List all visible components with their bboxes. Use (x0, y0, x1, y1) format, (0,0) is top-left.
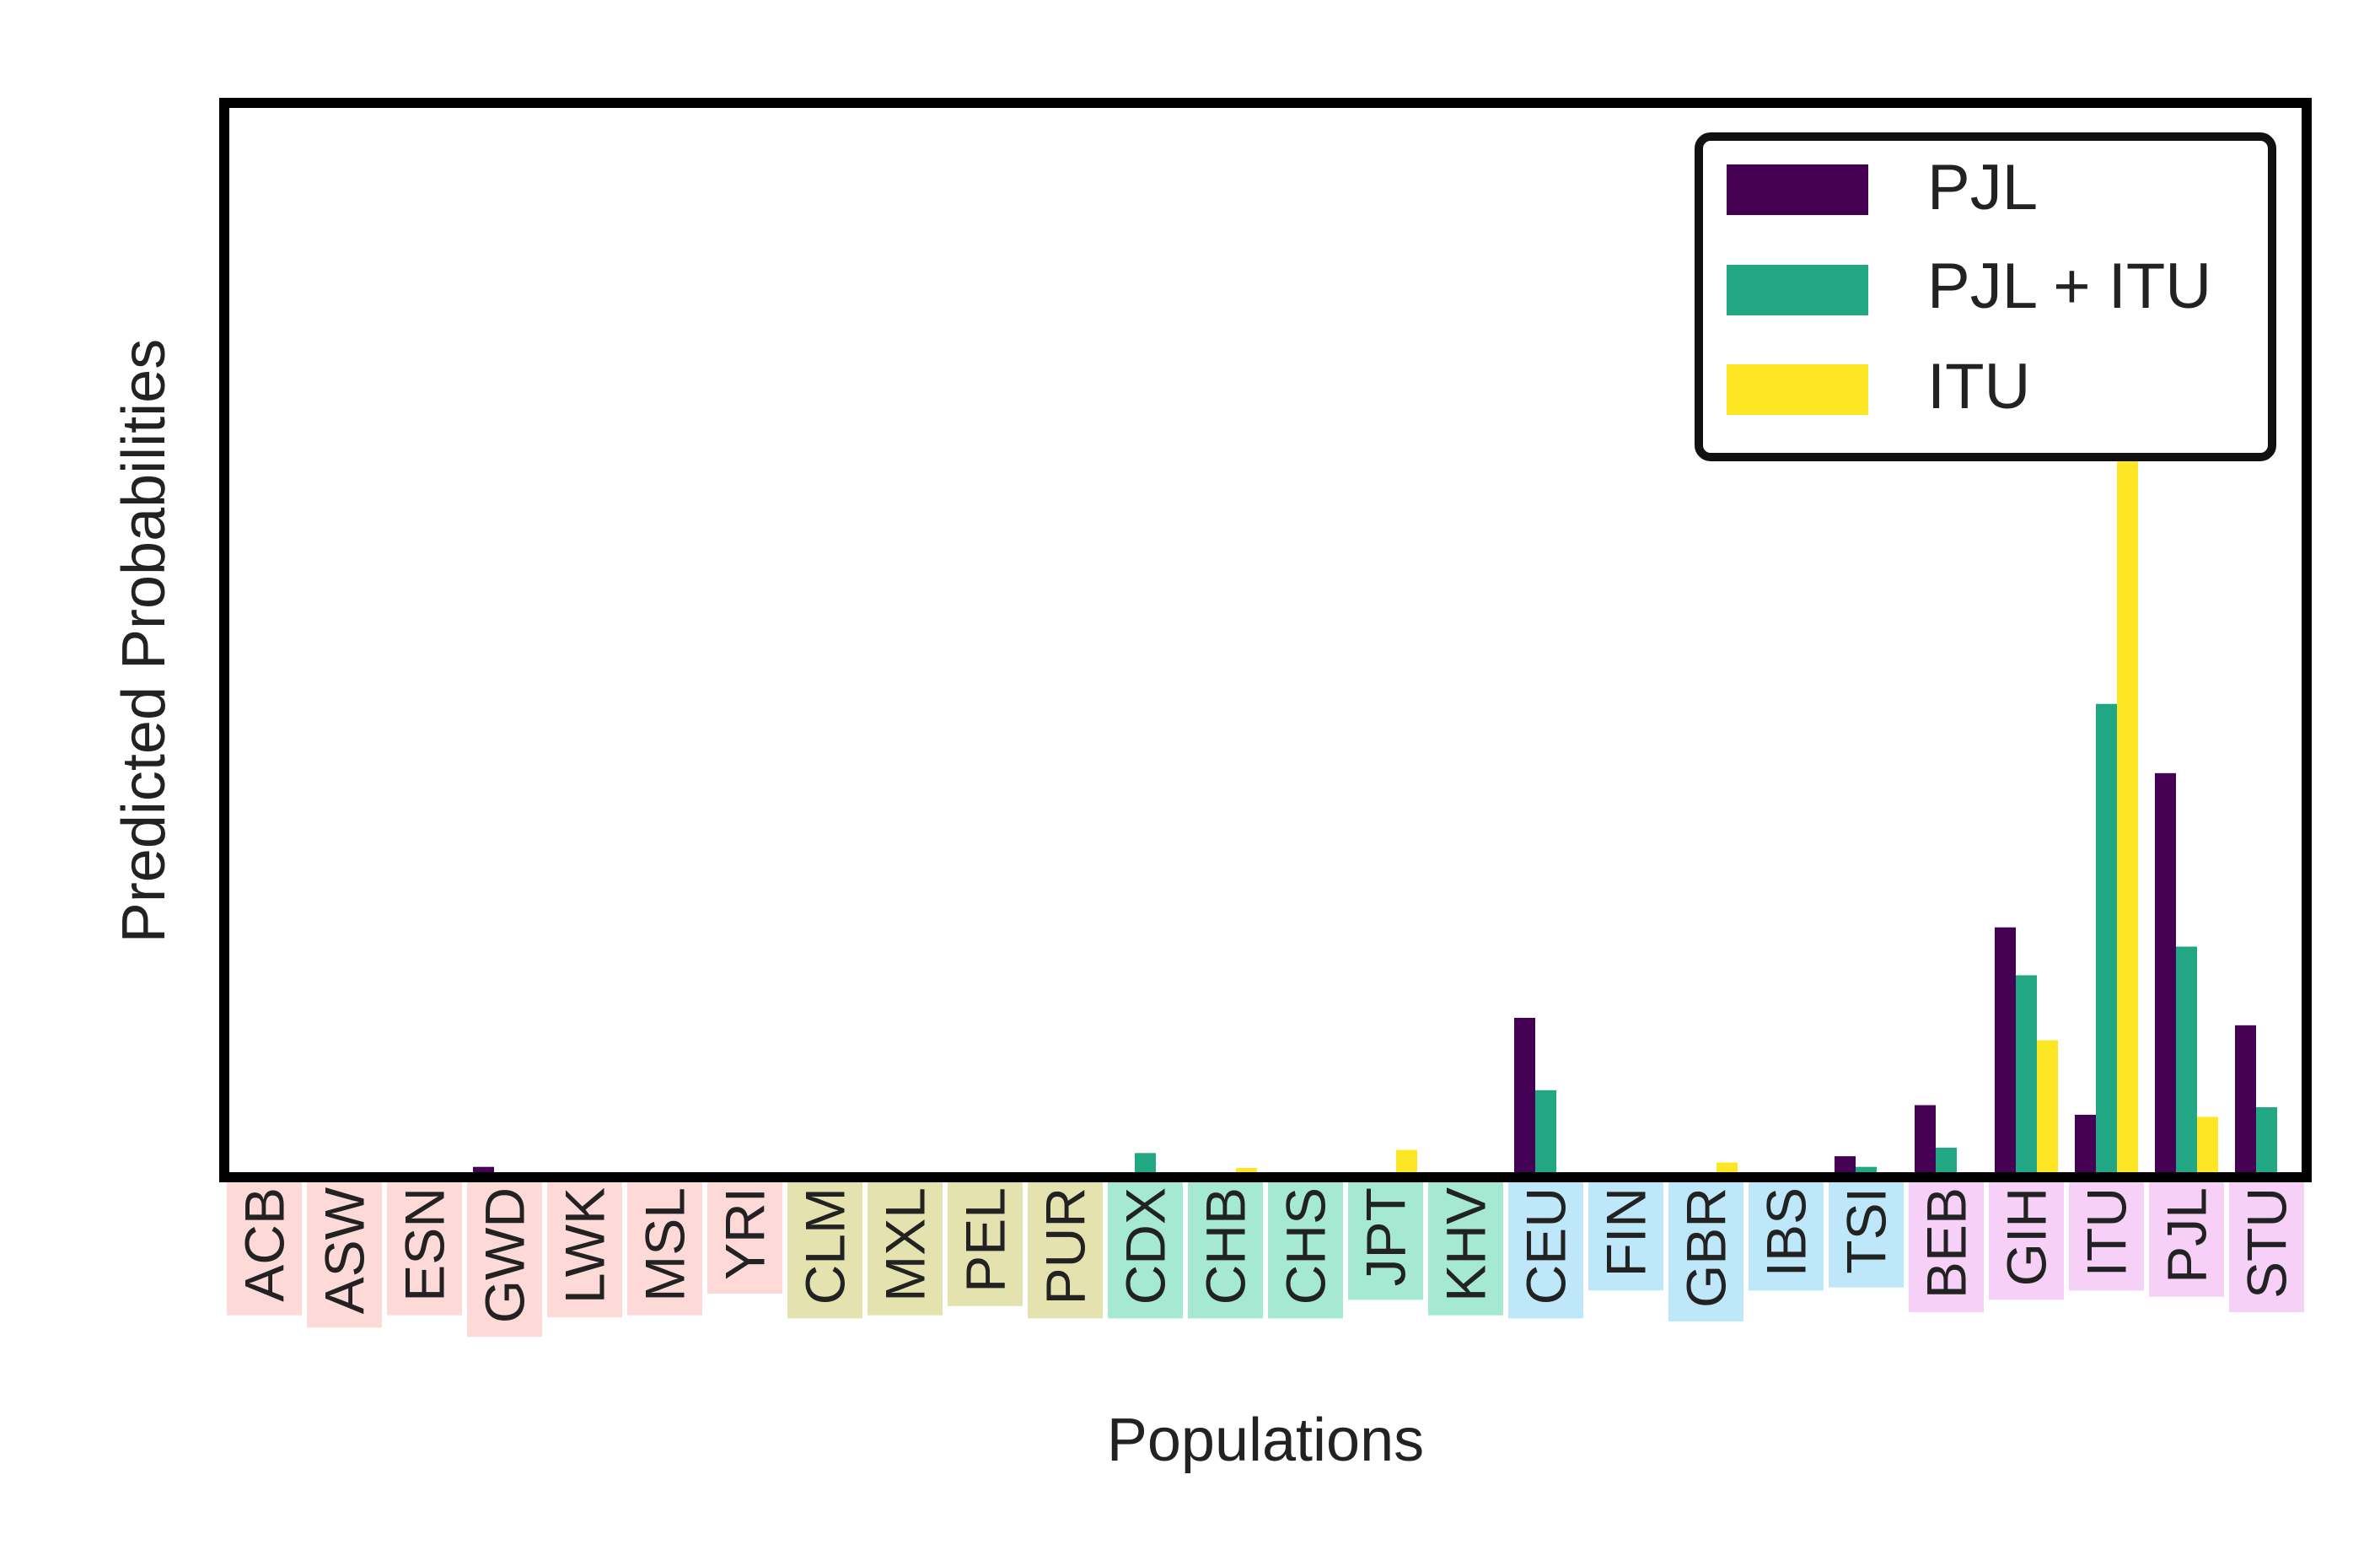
x-tick-background-stu (2229, 1177, 2304, 1312)
bar-tsi-series-1 (1835, 1156, 1856, 1172)
x-tick-background-khv (1428, 1177, 1503, 1316)
x-tick-background-lwk (547, 1177, 622, 1318)
bar-itu-series-1 (2075, 1114, 2096, 1172)
bar-pjl-series-3 (2197, 1117, 2218, 1172)
x-tick-background-pjl (2149, 1177, 2224, 1297)
x-tick-background-jpt (1348, 1177, 1423, 1300)
bar-stu-series-1 (2235, 1025, 2256, 1172)
x-tick-background-msl (627, 1177, 702, 1316)
x-axis-title: Populations (1107, 1407, 1424, 1474)
legend: PJL PJL + ITU ITU (1695, 132, 2276, 461)
x-tick-background-chs (1268, 1177, 1343, 1319)
bar-pjl-series-1 (2155, 772, 2176, 1173)
legend-swatch-pjl (1727, 164, 1868, 215)
x-tick-background-yri (707, 1177, 782, 1294)
bar-gwd-series-1 (473, 1166, 494, 1172)
bar-jpt-series-3 (1396, 1149, 1417, 1172)
x-tick-label-tsi: TSI (1835, 1187, 1898, 1274)
bar-gbr-series-3 (1717, 1162, 1738, 1172)
bar-cdx-series-2 (1135, 1153, 1156, 1172)
x-tick-background-chb (1188, 1177, 1263, 1319)
bar-beb-series-2 (1936, 1148, 1957, 1172)
x-tick-background-asw (307, 1177, 382, 1328)
x-tick-label-clm: CLM (794, 1187, 857, 1305)
x-tick-background-tsi (1829, 1177, 1904, 1288)
x-tick-label-cdx: CDX (1115, 1187, 1177, 1305)
bar-pjl-series-2 (2176, 946, 2197, 1172)
x-tick-label-stu: STU (2236, 1187, 2298, 1299)
x-tick-background-pel (948, 1177, 1023, 1306)
tick-label-layer: ACB ASW ESN GWD LWK MSL YRI CLM MXL PEL PUR CDX CHB C… (234, 1187, 2298, 1323)
bar-chb-series-3 (1236, 1168, 1257, 1172)
x-tick-label-pjl: PJL (2156, 1187, 2218, 1283)
tick-background-layer (227, 1177, 2304, 1337)
x-tick-background-fin (1588, 1177, 1663, 1291)
legend-label-pjl-itu: PJL + ITU (1927, 250, 2211, 322)
legend-swatch-itu (1727, 364, 1868, 415)
x-tick-background-cdx (1108, 1177, 1183, 1319)
legend-swatch-pjl-itu (1727, 265, 1868, 315)
x-tick-label-ceu: CEU (1515, 1187, 1577, 1305)
x-tick-label-ibs: IBS (1755, 1187, 1818, 1277)
bar-gih-series-3 (2037, 1040, 2058, 1172)
x-tick-label-khv: KHV (1435, 1187, 1497, 1302)
x-tick-label-mxl: MXL (874, 1187, 937, 1302)
x-tick-label-itu: ITU (2076, 1187, 2138, 1277)
plot-frame (219, 98, 2312, 1182)
x-tick-background-itu (2069, 1177, 2144, 1291)
x-tick-label-lwk: LWK (554, 1187, 616, 1304)
legend-label-itu: ITU (1927, 351, 2030, 422)
x-tick-label-chs: CHS (1275, 1187, 1337, 1305)
bar-gih-series-2 (2016, 975, 2037, 1172)
bar-tsi-series-2 (1856, 1166, 1877, 1172)
bar-itu-series-2 (2096, 703, 2117, 1172)
bar-gih-series-1 (1995, 927, 2016, 1172)
legend-label-pjl: PJL (1927, 152, 2038, 223)
x-tick-background-pur (1028, 1177, 1103, 1319)
bar-beb-series-1 (1915, 1105, 1936, 1172)
x-tick-background-gih (1989, 1177, 2064, 1300)
x-tick-label-chb: CHB (1195, 1187, 1257, 1305)
bar-ceu-series-2 (1535, 1090, 1556, 1172)
x-tick-background-ceu (1508, 1177, 1583, 1319)
y-axis-title: Predicted Probabilities (110, 339, 178, 943)
x-tick-label-asw: ASW (314, 1187, 376, 1314)
x-tick-label-yri: YRI (714, 1187, 776, 1280)
x-tick-label-pur: PUR (1034, 1187, 1097, 1305)
x-tick-label-beb: BEB (1915, 1187, 1978, 1299)
x-tick-background-esn (387, 1177, 462, 1316)
x-tick-label-jpt: JPT (1355, 1187, 1417, 1286)
bar-ceu-series-1 (1514, 1018, 1535, 1172)
x-tick-label-gwd: GWD (474, 1187, 536, 1323)
x-tick-label-fin: FIN (1595, 1187, 1657, 1277)
x-tick-label-pel: PEL (954, 1187, 1017, 1293)
bar-stu-series-2 (2256, 1107, 2277, 1172)
x-tick-label-acb: ACB (234, 1187, 296, 1302)
x-tick-label-msl: MSL (634, 1187, 696, 1302)
x-tick-background-acb (227, 1177, 302, 1316)
x-tick-background-beb (1909, 1177, 1984, 1313)
x-tick-label-esn: ESN (394, 1187, 456, 1302)
x-tick-background-gbr (1668, 1177, 1743, 1321)
x-tick-label-gbr: GBR (1675, 1187, 1738, 1308)
x-tick-background-gwd (467, 1177, 542, 1337)
x-tick-background-mxl (868, 1177, 943, 1316)
x-tick-background-ibs (1749, 1177, 1824, 1291)
x-tick-background-clm (787, 1177, 862, 1319)
x-tick-label-gih: GIH (1996, 1187, 2058, 1286)
